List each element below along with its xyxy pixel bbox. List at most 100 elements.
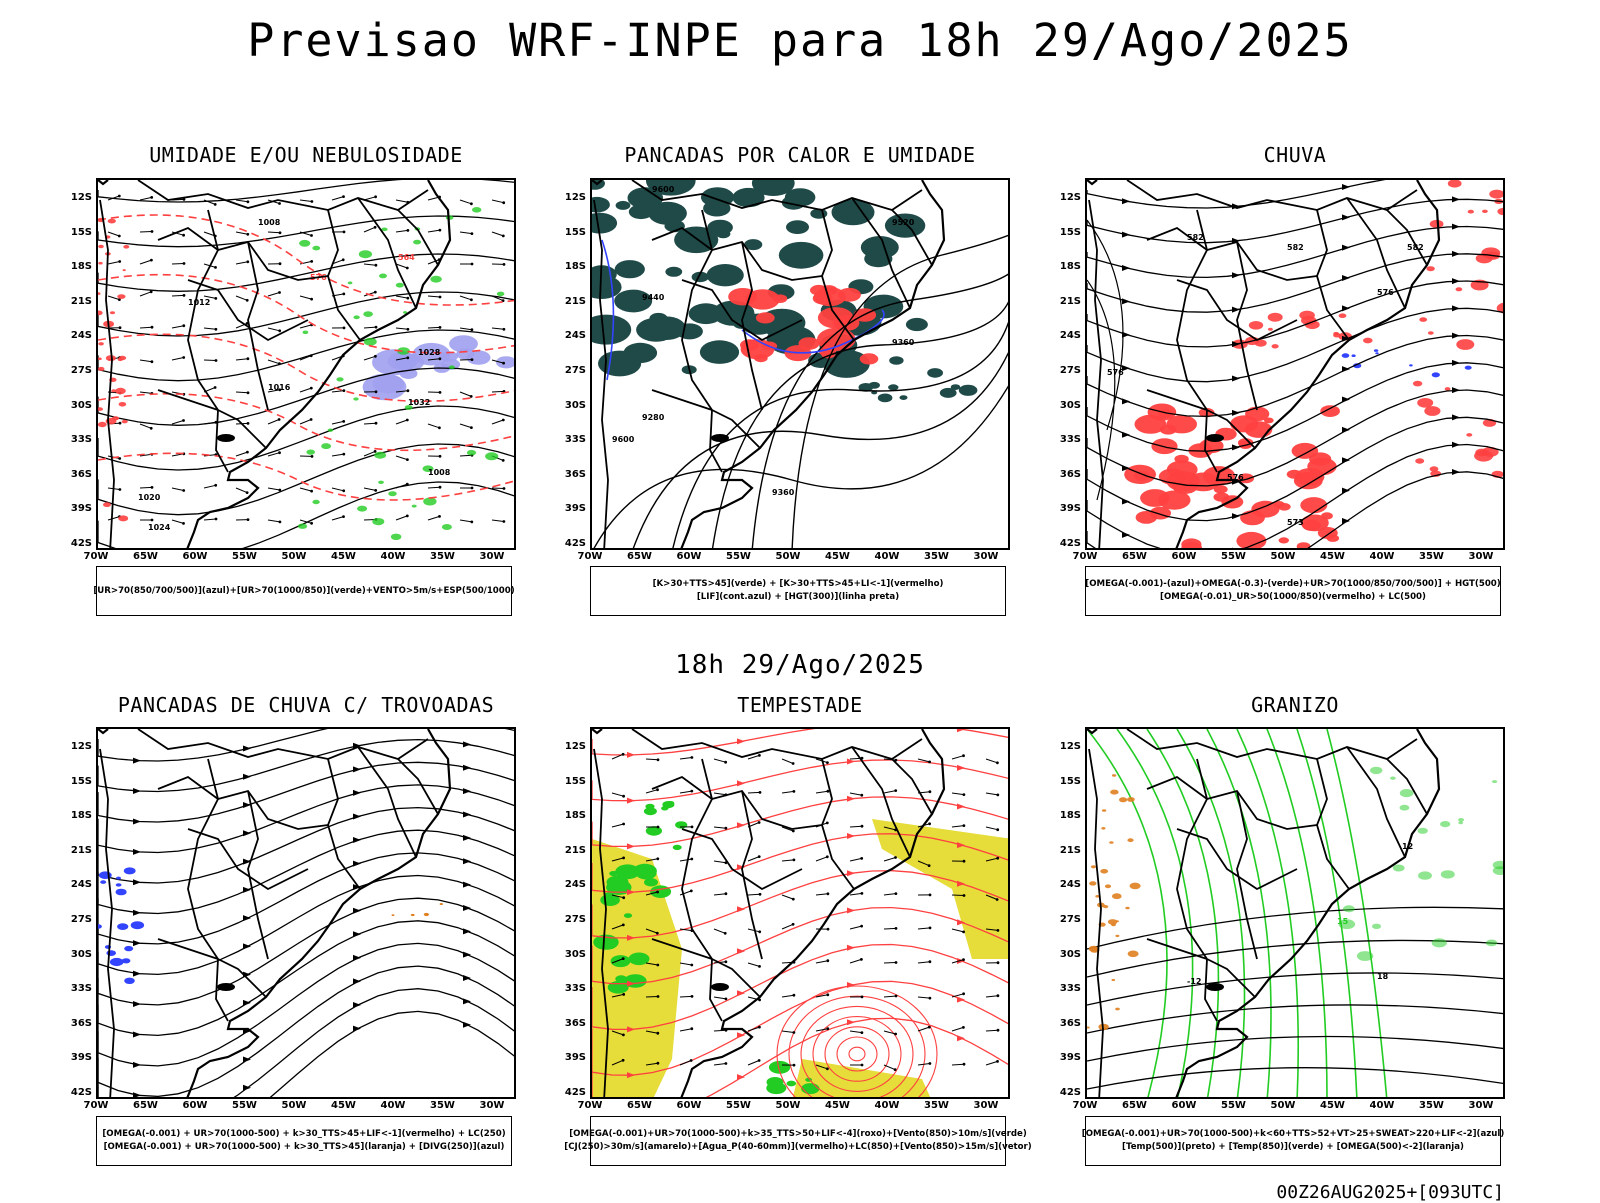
contour-label: 15 [1337,917,1349,926]
wind-vector-head [963,793,966,796]
flow-arrow [737,822,745,828]
wind-vector-head [622,1059,625,1062]
humidity-area-green [430,276,441,283]
omega500-area-orange [1101,827,1105,830]
temp850-contour [1087,729,1167,1099]
flow-arrow [1342,457,1350,463]
temp850-contour-blob [1432,938,1447,947]
wind-vector [714,997,726,999]
wind-vector-head [929,790,932,793]
divergence-area-blue [116,889,127,896]
wind-vector-head [407,328,410,331]
thickness-label-area [98,262,102,265]
wind-vector-head [503,263,506,266]
contour-label: 582 [1287,243,1304,252]
flow-arrow [353,861,361,867]
lc850-closed-contour [837,1037,877,1071]
omega500-area-orange [1127,838,1133,842]
flow-arrow [133,940,141,946]
x-axis-tick-label: 35W [423,1100,463,1111]
wind-vector-head [278,202,281,205]
wind-vector [140,424,151,428]
wind-vector [364,423,376,424]
wind-vector [268,520,280,522]
flow-arrow [1122,432,1130,438]
wind-vector [236,359,248,360]
convective-area-green [676,323,703,339]
contour-label: 1032 [408,398,430,407]
wind-vector-head [826,761,829,764]
y-axis-tick-label: 27S [62,365,92,376]
y-axis-tick-label: 12S [62,741,92,752]
wind-vector-head [470,202,473,205]
map-panel-tempestade[interactable] [590,727,1010,1099]
x-axis-tick-label: 50W [1263,1100,1303,1111]
divergence-area-blue [117,923,128,930]
divergence-area-blue [100,880,106,884]
wind-vector-head [182,489,185,492]
wind-vector-head [894,1068,897,1071]
convective-area-green [707,264,744,286]
x-axis-tick-label: 30W [966,551,1006,562]
lc850-closed-contour [849,1047,865,1061]
convective-area-green [689,303,724,324]
wind-vector-head [119,326,122,329]
map-panel-pancadas_trovoadas[interactable] [96,727,516,1099]
x-axis-tick-label: 60W [1164,1100,1204,1111]
flow-arrow [133,1062,141,1068]
rain-area-red [1272,344,1279,348]
divergence-area-blue [106,950,116,956]
wind-vector [850,926,862,929]
contour-label: 1020 [138,493,161,502]
contour-label: 576 [1107,368,1124,377]
wind-vector [748,894,760,895]
wind-vector [612,824,624,827]
political-border [138,180,428,210]
flow-arrow [1122,198,1130,204]
y-axis-tick-label: 33S [556,983,586,994]
thickness-label-area [108,219,116,224]
thickness-label-area [98,367,105,371]
flow-arrow [353,955,361,961]
wind-vector [396,200,408,202]
x-axis-tick-label: 55W [225,551,265,562]
wind-vector-head [215,359,218,362]
y-axis-tick-label: 33S [1051,983,1081,994]
flow-arrow [1342,427,1350,433]
wind-vector-head [758,965,761,968]
flow-arrow [1342,245,1350,251]
divergence-area-blue [98,924,102,929]
wind-vector [364,227,375,232]
x-axis-tick-label: 45W [324,1100,364,1111]
x-axis-tick-label: 70W [76,1100,116,1111]
wind-vector-head [375,422,378,425]
thickness-label-area [98,358,102,361]
contour-label: 1028 [418,348,441,357]
y-axis-tick-label: 33S [62,434,92,445]
y-axis-tick-label: 21S [556,296,586,307]
political-border [188,829,308,889]
flow-arrow [847,982,855,988]
wind-vector-head [758,1059,761,1062]
convective-area-green [665,267,682,277]
wind-vector [680,1029,692,1031]
x-axis-tick-label: 45W [1313,551,1353,562]
wind-vector [460,232,472,234]
wind-vector [952,756,964,759]
convective-area-red [860,353,879,364]
convective-area-red [799,337,820,350]
wind-vector [782,791,794,793]
wind-vector-head [406,419,409,422]
wind850-area-green [673,845,682,850]
rain-area-red [1426,266,1434,271]
wind-vector-head [826,822,829,825]
omega-area-blue [1374,349,1378,352]
wind-vector [918,928,930,929]
wind-vector [428,424,439,428]
wind-vector-head [725,892,728,895]
